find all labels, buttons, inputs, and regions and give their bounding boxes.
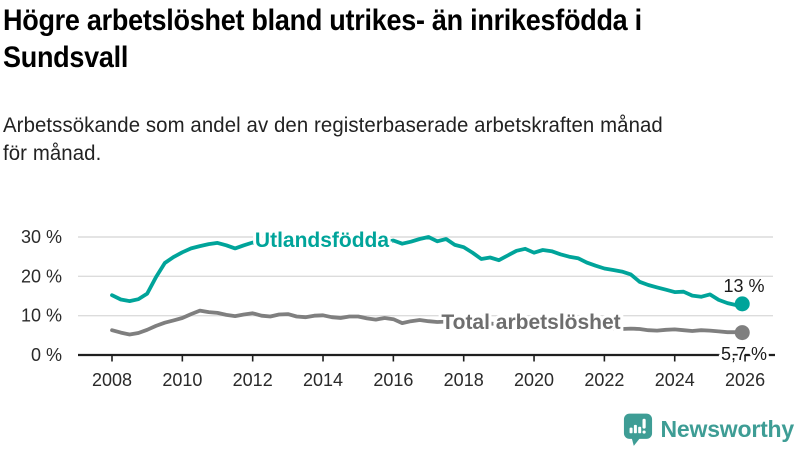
newsworthy-icon — [623, 413, 652, 446]
title-line-1: Högre arbetslöshet bland utrikes- än inr… — [3, 4, 642, 37]
end-label-utlandsfodda: 13 % — [723, 276, 764, 296]
series-line-total — [110, 308, 745, 337]
series-line-utlandsfodda — [110, 235, 745, 307]
x-tick-label-2026: 2026 — [725, 370, 765, 390]
subtitle-line-1: Arbetssökande som andel av den registerb… — [3, 114, 663, 137]
x-tick-label-2024: 2024 — [655, 370, 695, 390]
page-title: Högre arbetslöshet bland utrikes- än inr… — [3, 2, 642, 76]
x-tick-label-2016: 2016 — [373, 370, 413, 390]
series-label-utlandsfodda: Utlandsfödda — [255, 229, 389, 252]
x-tick-label-2020: 2020 — [514, 370, 554, 390]
y-tick-label-0: 0 % — [31, 345, 62, 365]
x-tick-label-2012: 2012 — [233, 370, 273, 390]
chart-subtitle: Arbetssökande som andel av den registerb… — [3, 112, 663, 168]
end-label-total: 5,7 % — [721, 344, 767, 364]
newsworthy-logo: Newsworthy — [623, 412, 794, 447]
end-dot-total — [734, 325, 750, 341]
x-tick-label-2022: 2022 — [584, 370, 624, 390]
x-tick-label-2018: 2018 — [444, 370, 484, 390]
newsworthy-wordmark: Newsworthy — [660, 416, 795, 442]
x-tick-label-2010: 2010 — [162, 370, 202, 390]
end-dot-utlandsfodda — [734, 296, 750, 312]
x-tick-label-2008: 2008 — [92, 370, 132, 390]
series-label-total: Total arbetslöshet — [441, 311, 620, 334]
y-tick-label-20: 20 % — [21, 266, 62, 286]
y-tick-label-10: 10 % — [21, 306, 62, 326]
x-tick-label-2014: 2014 — [303, 370, 343, 390]
line-chart: 0 % 10 % 20 % 30 % Utlandsfödda Total arbetsl… — [21, 226, 775, 390]
subtitle-line-2: för månad. — [3, 142, 102, 165]
title-line-2: Sundsvall — [3, 41, 129, 74]
y-tick-label-30: 30 % — [21, 227, 62, 247]
